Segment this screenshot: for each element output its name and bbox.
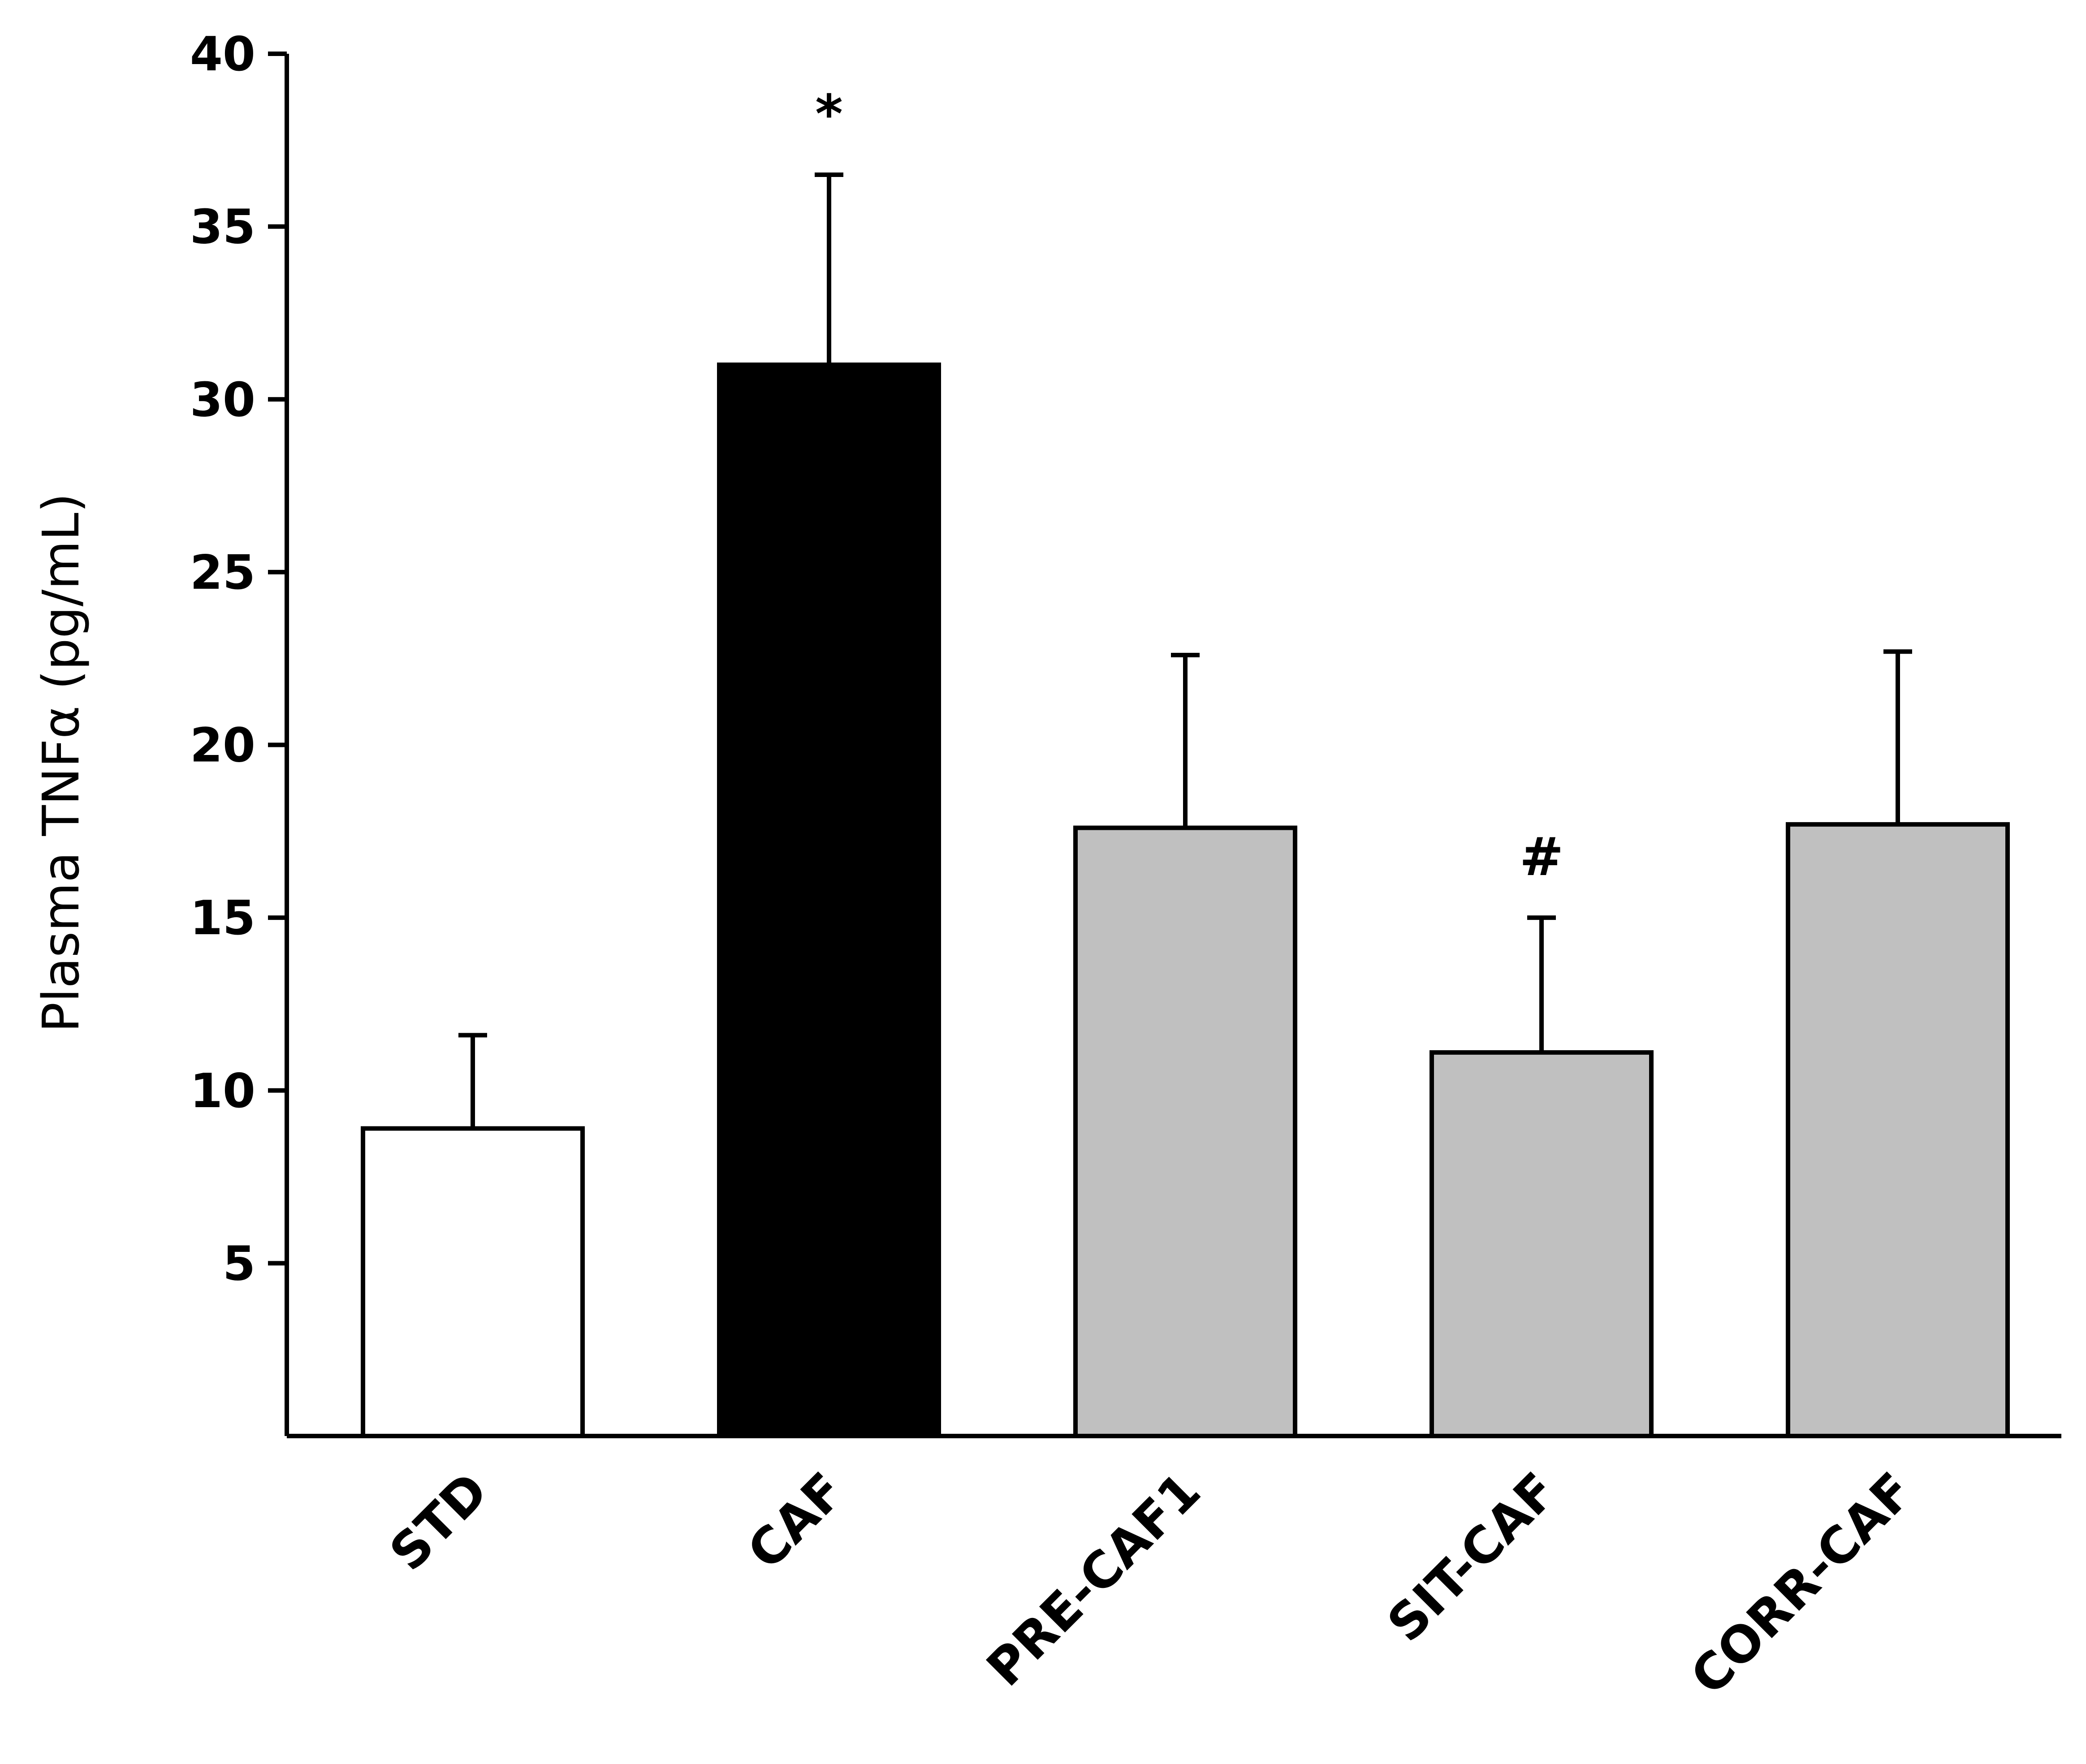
- bar-corr-caf: [1786, 822, 2010, 1438]
- y-tick-label: 25: [190, 545, 255, 600]
- y-tick-label: 5: [223, 1236, 255, 1291]
- significance-marker: *: [815, 83, 843, 145]
- y-tick-label: 35: [190, 200, 255, 254]
- y-tick-label: 15: [190, 891, 255, 945]
- y-axis: 5 10 15 20 25 30 35 40: [190, 27, 289, 1436]
- bar-sit-caf: [1430, 1050, 1654, 1439]
- y-tick-label: 30: [190, 372, 255, 427]
- bars: *#: [361, 83, 2010, 1439]
- bar-caf: [717, 362, 941, 1438]
- bar-pre-caf1: [1073, 825, 1297, 1438]
- x-axis: STD CAF PRE-CAF1 SIT-CAF CORR-CAF: [287, 1434, 2061, 1706]
- y-tick-label: 10: [190, 1064, 255, 1118]
- y-axis-title: Plasma TNFα (pg/mL): [32, 493, 91, 1033]
- significance-marker: #: [1520, 826, 1564, 888]
- x-tick-label: CAF: [737, 1462, 855, 1580]
- y-tick-label: 20: [190, 718, 255, 773]
- y-tick-label: 40: [190, 27, 255, 82]
- x-tick-label: PRE-CAF1: [976, 1462, 1212, 1698]
- x-tick-label: SIT-CAF: [1377, 1462, 1568, 1653]
- bar-std: [361, 1126, 585, 1438]
- x-tick-label: CORR-CAF: [1680, 1462, 1924, 1706]
- x-tick-label: STD: [379, 1462, 499, 1582]
